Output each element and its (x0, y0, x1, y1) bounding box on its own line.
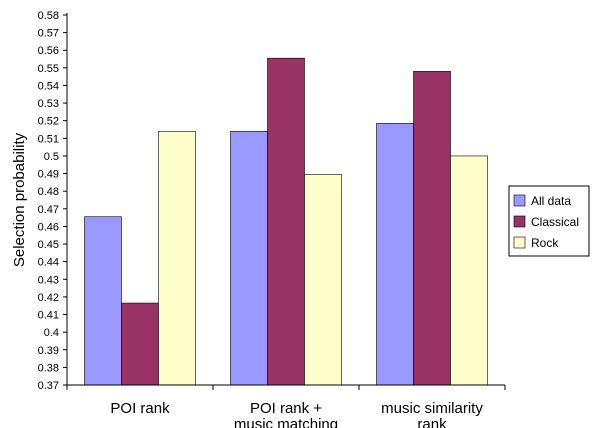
bar-classical (413, 71, 451, 386)
x-category-label: POI rank (110, 400, 170, 417)
x-category-label: music matching (234, 416, 338, 428)
legend-label: All data (531, 194, 571, 208)
bar-classical (267, 57, 305, 386)
y-axis-label: Selection probability (11, 132, 28, 267)
y-tick-label: 0.49 (38, 169, 59, 181)
y-tick-label: 0.4 (44, 327, 59, 339)
y-tick-label: 0.57 (38, 28, 59, 40)
legend-label: Rock (531, 236, 559, 250)
legend-swatch (513, 215, 526, 228)
legend-swatch (513, 194, 526, 207)
y-tick-label: 0.41 (38, 310, 59, 322)
y-axis-ticks: 0.37 0.38 0.39 0.4 0.41 0.42 0.43 0.44 0.45 0.46 0… (38, 10, 67, 392)
y-tick-label: 0.43 (38, 274, 59, 286)
y-tick-label: 0.47 (38, 204, 59, 216)
legend-label: Classical (531, 215, 579, 229)
bar-rock (304, 174, 342, 386)
y-tick-label: 0.52 (38, 116, 59, 128)
y-tick-label: 0.51 (38, 133, 59, 145)
legend: All data Classical Rock (508, 185, 590, 257)
y-tick-label: 0.54 (38, 80, 59, 92)
y-tick-label: 0.38 (38, 362, 59, 374)
y-tick-label: 0.37 (38, 380, 59, 392)
bar-all-data (84, 216, 122, 386)
y-tick-label: 0.44 (38, 257, 59, 269)
category-labels: POI rank POI rank +music matching music si… (110, 400, 483, 428)
bars (84, 57, 488, 386)
bar-classical (121, 302, 159, 386)
bar-rock (450, 155, 488, 386)
y-tick-label: 0.46 (38, 221, 59, 233)
y-tick-label: 0.39 (38, 345, 59, 357)
bar-all-data (230, 130, 268, 386)
legend-swatch (513, 236, 526, 249)
bar-rock (158, 130, 196, 386)
x-category-label: rank (417, 416, 447, 428)
y-tick-label: 0.5 (44, 151, 59, 163)
y-tick-label: 0.45 (38, 239, 59, 251)
axes (66, 13, 506, 390)
x-category-label: POI rank + (250, 400, 322, 417)
y-tick-label: 0.58 (38, 10, 59, 22)
y-tick-label: 0.56 (38, 45, 59, 57)
x-category-label: music similarity (381, 400, 483, 417)
y-tick-label: 0.53 (38, 98, 59, 110)
bar-all-data (376, 123, 414, 386)
y-tick-label: 0.55 (38, 63, 59, 75)
y-tick-label: 0.48 (38, 186, 59, 198)
y-tick-label: 0.42 (38, 292, 59, 304)
